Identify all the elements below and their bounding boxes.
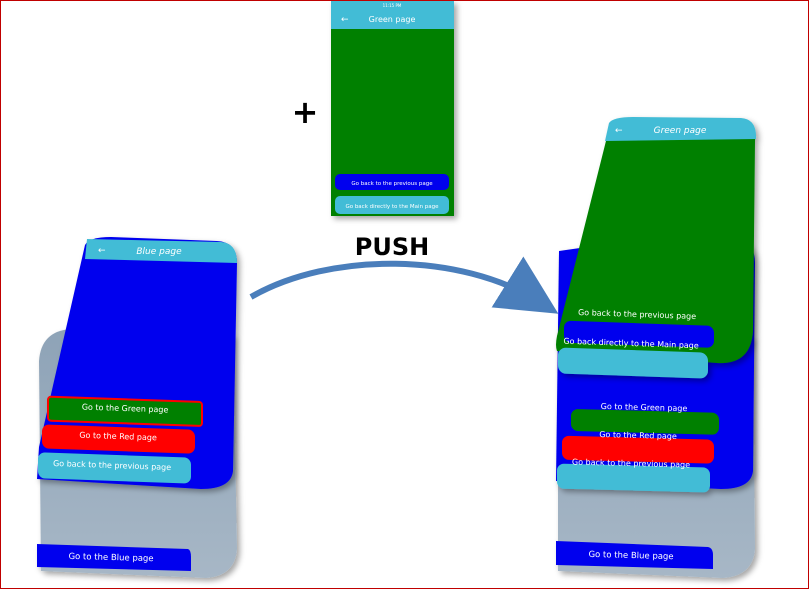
go-to-red-label: Go to the Red page bbox=[79, 431, 157, 443]
go-to-green-button[interactable] bbox=[47, 395, 203, 427]
go-to-green-label: Go to the Green page bbox=[82, 402, 169, 414]
go-to-red-button[interactable] bbox=[562, 435, 714, 464]
page-title: Green page bbox=[369, 15, 416, 24]
back-to-previous-label: Go back to the previous page bbox=[578, 308, 696, 321]
go-to-green-button[interactable] bbox=[571, 409, 719, 435]
plus-sign: + bbox=[292, 93, 319, 131]
back-to-main-label: Go back directly to the Main page bbox=[345, 204, 439, 210]
go-to-blue-label: Go to the Blue page bbox=[68, 552, 153, 564]
go-back-previous-button[interactable] bbox=[38, 452, 191, 484]
back-arrow-icon[interactable]: ← bbox=[341, 15, 349, 25]
go-back-previous-label: Go back to the previous page bbox=[572, 457, 690, 469]
after-top-page: ← Green page Go back to the previous pag… bbox=[556, 117, 757, 379]
go-to-red-label: Go to the Red page bbox=[599, 430, 677, 441]
new-green-page: 11:15 PM ← Green page Go back to the pre… bbox=[331, 1, 454, 216]
back-to-main-button[interactable] bbox=[558, 347, 708, 379]
push-arrow bbox=[249, 256, 559, 314]
go-to-blue-button[interactable] bbox=[37, 544, 191, 571]
back-to-previous-label: Go back to the previous page bbox=[351, 181, 433, 187]
page-title: Blue page bbox=[136, 247, 182, 257]
status-time: 11:15 PM bbox=[383, 3, 402, 8]
back-arrow-icon[interactable]: ← bbox=[98, 246, 106, 256]
go-to-red-button[interactable] bbox=[42, 424, 195, 454]
go-to-blue-button[interactable] bbox=[556, 541, 713, 569]
back-to-previous-button[interactable] bbox=[564, 320, 714, 348]
green-page-header bbox=[605, 117, 757, 141]
before-top-page: ← Blue page Go to the Green page Go to t… bbox=[37, 237, 237, 489]
go-to-blue-label: Go to the Blue page bbox=[588, 550, 673, 562]
go-back-previous-button[interactable] bbox=[557, 463, 710, 493]
push-label: PUSH bbox=[355, 233, 429, 261]
go-back-previous-label: Go back to the previous page bbox=[53, 459, 171, 472]
back-arrow-icon[interactable]: ← bbox=[615, 126, 623, 136]
page-title: Green page bbox=[654, 126, 707, 136]
back-to-previous-button[interactable] bbox=[335, 174, 449, 190]
green-page-header bbox=[331, 1, 454, 29]
blue-page-header bbox=[85, 239, 237, 263]
back-to-main-button[interactable] bbox=[335, 196, 449, 214]
go-to-green-label: Go to the Green page bbox=[601, 402, 688, 413]
